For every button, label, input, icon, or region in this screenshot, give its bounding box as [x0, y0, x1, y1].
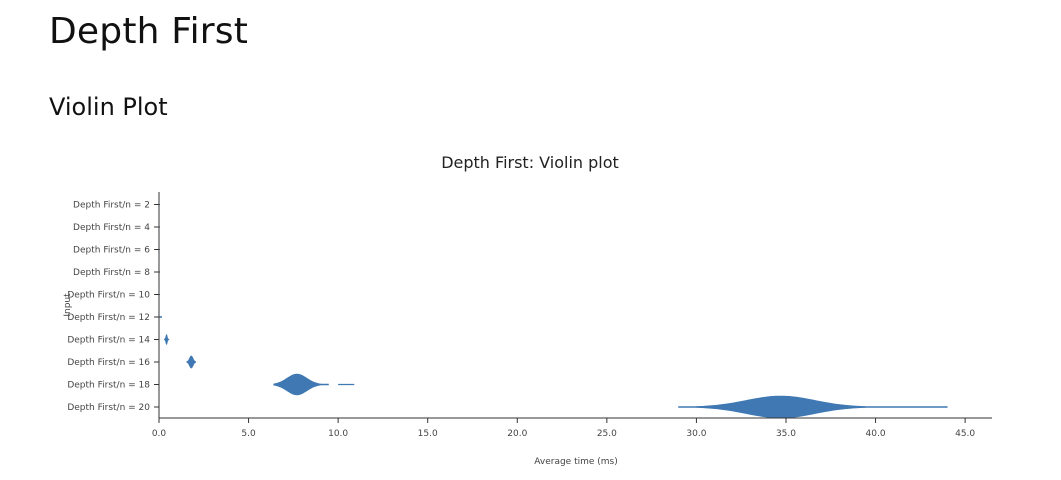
plot-area [158, 204, 948, 419]
x-tick-label: 15.0 [418, 429, 438, 439]
x-axis-ticks: 0.0 5.0 10.0 15.0 20.0 25.0 30.0 35.0 40.0 45.0 [152, 418, 975, 439]
y-tick-label: Depth First/n = 10 [67, 291, 150, 301]
chart-title: Depth First: Violin plot [441, 153, 619, 172]
violin-8 [273, 373, 355, 396]
x-tick-label: 25.0 [597, 429, 617, 439]
x-tick-label: 45.0 [955, 429, 975, 439]
violin-6 [164, 334, 170, 345]
x-tick-label: 40.0 [866, 429, 886, 439]
violin-body [159, 316, 162, 318]
violin-chart: Depth First: Violin plot Depth First/n =… [63, 153, 992, 467]
x-tick-label: 0.0 [152, 429, 167, 439]
y-tick-label: Depth First/n = 18 [67, 381, 150, 391]
y-axis-ticks: Depth First/n = 2 Depth First/n = 4 Depth … [67, 201, 159, 413]
y-tick-label: Depth First/n = 16 [67, 358, 150, 368]
violin-body [186, 355, 197, 369]
page-title: Depth First [49, 11, 249, 52]
x-tick-label: 20.0 [507, 429, 527, 439]
y-tick-label: Depth First/n = 12 [67, 313, 150, 323]
x-tick-label: 35.0 [776, 429, 796, 439]
y-tick-label: Depth First/n = 6 [73, 246, 150, 256]
y-axis-label: Input [63, 293, 73, 317]
violin-5 [159, 316, 162, 318]
x-axis-label: Average time (ms) [534, 457, 618, 467]
y-tick-label: Depth First/n = 4 [73, 223, 150, 233]
violin-body [273, 373, 329, 396]
section-title: Violin Plot [49, 93, 168, 121]
violin-body [164, 334, 170, 345]
x-tick-label: 10.0 [328, 429, 348, 439]
violin-7 [186, 355, 197, 369]
violin-body [678, 395, 948, 419]
y-tick-label: Depth First/n = 20 [67, 403, 150, 413]
y-tick-label: Depth First/n = 2 [73, 201, 150, 211]
x-tick-label: 30.0 [686, 429, 706, 439]
violin-9 [678, 395, 948, 419]
y-tick-label: Depth First/n = 14 [67, 336, 150, 346]
x-tick-label: 5.0 [241, 429, 256, 439]
y-tick-label: Depth First/n = 8 [73, 268, 150, 278]
